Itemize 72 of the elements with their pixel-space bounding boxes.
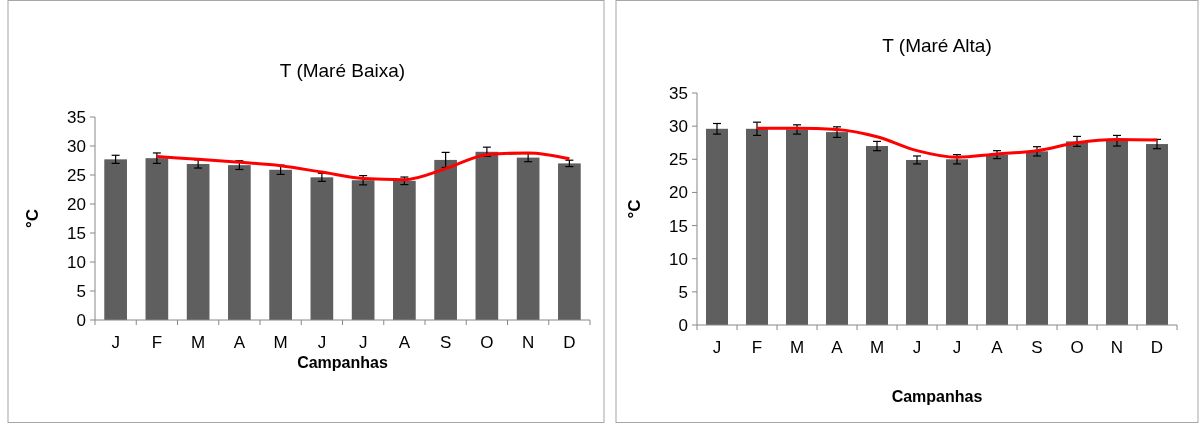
y-tick-label: 35 [67, 107, 86, 127]
y-tick-label: 0 [76, 310, 86, 330]
x-tick-label: M [789, 338, 805, 357]
x-tick-label: O [1070, 338, 1084, 357]
y-tick-label: 30 [67, 136, 86, 156]
y-tick-label: 0 [678, 315, 688, 335]
x-tick-label: A [233, 333, 246, 352]
bar [1146, 144, 1168, 325]
bar [269, 169, 292, 320]
x-tick-label: M [191, 333, 206, 352]
y-axis-title: °C [23, 208, 42, 229]
x-tick-label: M [273, 333, 288, 352]
bar [1106, 140, 1128, 325]
bar [826, 132, 848, 325]
x-tick-label: J [912, 338, 922, 357]
bar [228, 165, 251, 320]
bar [706, 128, 728, 325]
x-tick-label: J [111, 333, 120, 352]
x-tick-label: J [317, 333, 327, 352]
x-tick-label: D [1150, 338, 1164, 357]
bar [946, 159, 968, 325]
y-tick-label: 5 [76, 281, 86, 301]
y-tick-label: 10 [669, 249, 688, 269]
bar [393, 180, 416, 320]
x-tick-label: J [358, 333, 368, 352]
x-tick-label: N [521, 333, 535, 352]
line-series [155, 151, 571, 182]
x-tick-label: S [1031, 338, 1043, 357]
x-tick-label: F [751, 338, 763, 357]
bar [986, 154, 1008, 325]
bar [906, 159, 928, 325]
line-series [755, 126, 1159, 159]
y-tick-label: 35 [669, 83, 688, 103]
chart-title: T (Maré Alta) [882, 35, 992, 56]
bar [516, 157, 540, 320]
y-axis-title: °C [625, 199, 644, 219]
bar [786, 129, 808, 325]
bar [558, 163, 581, 320]
x-tick-label: A [398, 333, 411, 352]
bar [310, 177, 334, 320]
x-tick-label: D [563, 333, 576, 352]
x-tick-label: J [952, 338, 962, 357]
x-tick-label: O [480, 333, 494, 352]
bar [475, 151, 499, 320]
bar [351, 180, 375, 320]
chart-title: T (Maré Baixa) [279, 60, 406, 81]
y-tick-label: 5 [678, 282, 688, 302]
y-tick-label: 10 [67, 252, 86, 272]
bar [104, 159, 127, 320]
y-tick-label: 25 [669, 150, 688, 170]
bar [434, 159, 457, 320]
x-tick-label: S [439, 333, 452, 352]
bar [145, 158, 169, 320]
y-tick-label: 15 [669, 216, 688, 236]
y-tick-label: 25 [67, 165, 86, 185]
x-tick-label: F [151, 333, 163, 352]
x-axis-title: Campanhas [891, 388, 983, 405]
x-tick-label: A [831, 338, 844, 357]
bar [866, 146, 888, 325]
y-tick-label: 20 [67, 194, 86, 214]
y-tick-label: 15 [67, 223, 86, 243]
x-tick-label: N [1110, 338, 1124, 357]
bar [746, 128, 768, 325]
bar [1066, 141, 1088, 325]
x-tick-label: M [869, 338, 885, 357]
bar [1026, 151, 1048, 325]
y-tick-label: 30 [669, 117, 688, 137]
x-axis-title: Campanhas [297, 354, 388, 371]
x-tick-label: J [712, 338, 722, 357]
bar [186, 163, 210, 320]
y-tick-label: 20 [669, 183, 688, 203]
x-tick-label: A [991, 338, 1004, 357]
